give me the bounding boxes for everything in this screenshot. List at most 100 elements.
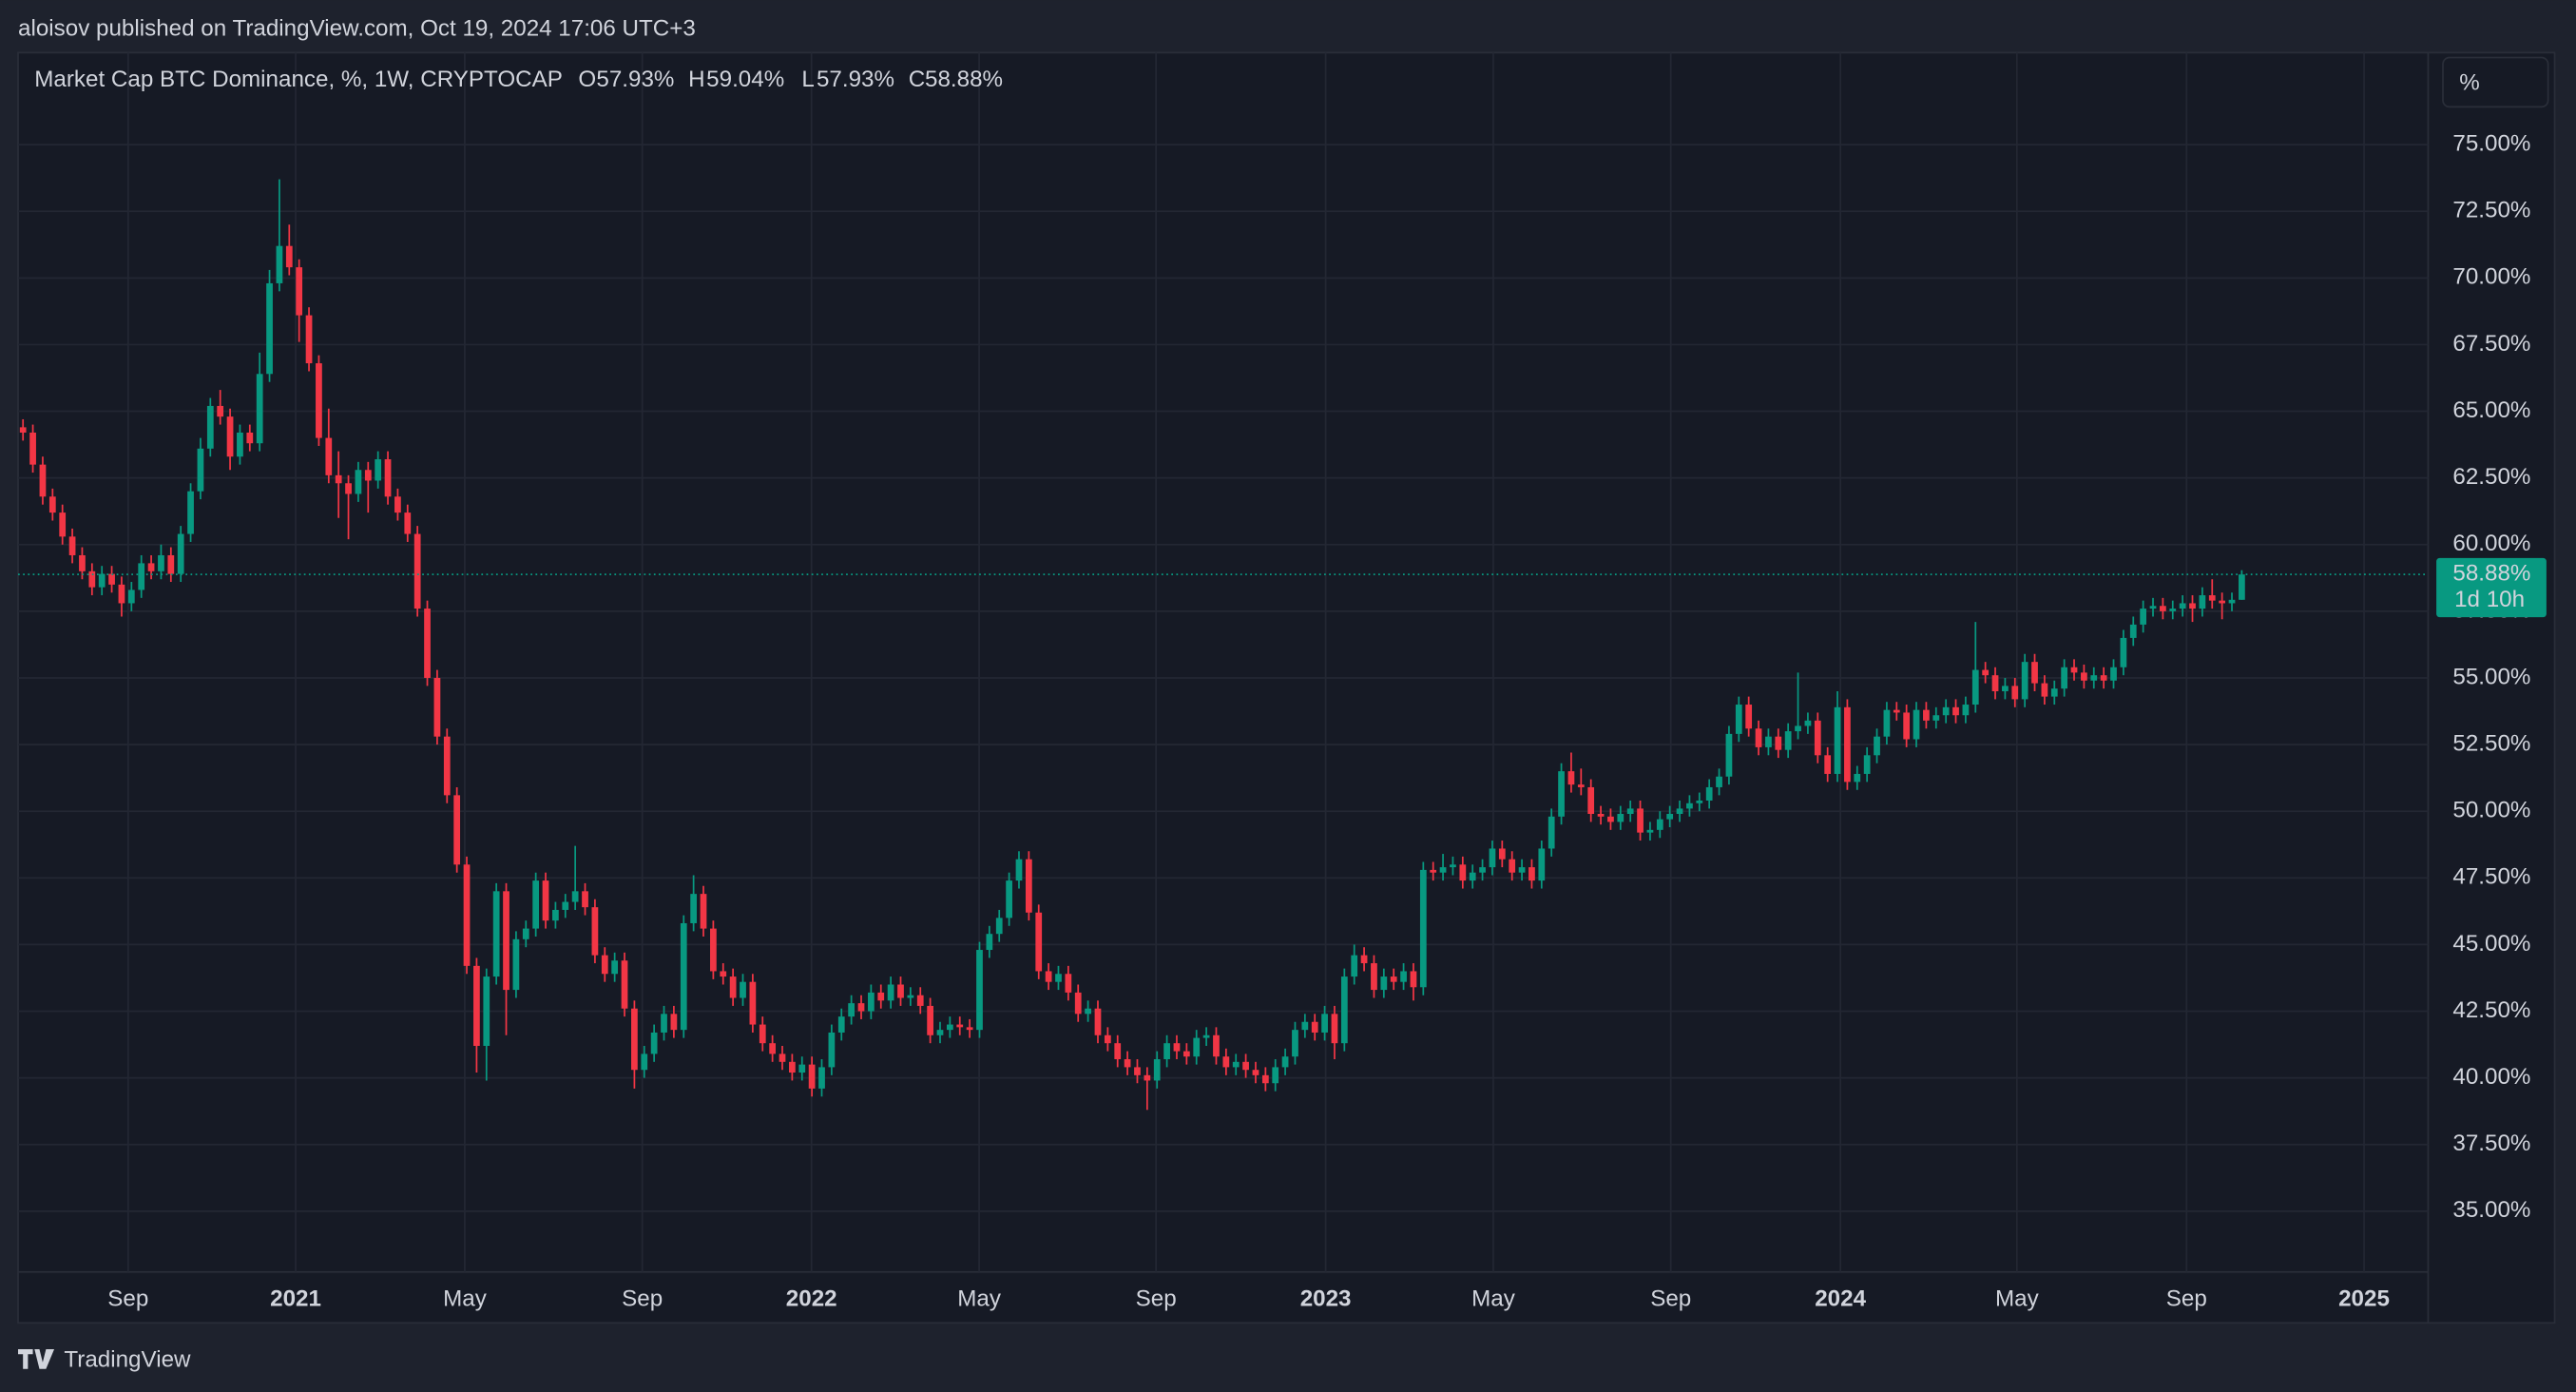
y-tick-label: 60.00% bbox=[2452, 531, 2530, 556]
candle-body bbox=[1163, 1043, 1170, 1060]
candle-body bbox=[158, 554, 164, 571]
footer-logo-text: TradingView bbox=[64, 1346, 191, 1372]
candle-body bbox=[1942, 706, 1950, 716]
candle-body bbox=[1331, 1014, 1338, 1044]
candle-body bbox=[759, 1024, 766, 1044]
candle-body bbox=[1656, 819, 1663, 830]
candle-body bbox=[1292, 1030, 1298, 1057]
unit-button-label[interactable]: % bbox=[2459, 70, 2480, 96]
candle-body bbox=[1903, 712, 1911, 740]
candle-body bbox=[1430, 869, 1437, 873]
candle-body bbox=[1814, 720, 1821, 756]
candle-body bbox=[167, 554, 175, 574]
candle-body bbox=[1479, 867, 1486, 873]
candle-body bbox=[1883, 709, 1891, 737]
candle-body bbox=[1538, 848, 1546, 881]
candle-body bbox=[798, 1064, 806, 1073]
candle-body bbox=[1321, 1014, 1328, 1033]
candle-body bbox=[1193, 1037, 1201, 1057]
y-tick-label: 35.00% bbox=[2452, 1197, 2530, 1223]
candle-body bbox=[1745, 705, 1753, 729]
candle-body bbox=[532, 880, 540, 929]
candle-body bbox=[1824, 755, 1832, 774]
candle-body bbox=[345, 483, 352, 494]
y-tick-label: 45.00% bbox=[2452, 931, 2530, 957]
candle-body bbox=[2021, 662, 2028, 700]
candle-body bbox=[1863, 755, 1871, 774]
candle-body bbox=[1085, 1008, 1091, 1015]
candle-body bbox=[355, 470, 362, 494]
candle-body bbox=[2160, 606, 2166, 611]
candle-body bbox=[2149, 606, 2157, 609]
legend-value: 57.93% bbox=[596, 67, 674, 92]
candle-body bbox=[296, 267, 303, 316]
candle-body bbox=[1991, 675, 1999, 692]
y-tick-label: 52.50% bbox=[2452, 730, 2530, 756]
candle-body bbox=[552, 909, 559, 921]
candle-body bbox=[1104, 1034, 1111, 1044]
candle-body bbox=[1498, 848, 1506, 860]
candle-body bbox=[946, 1024, 953, 1031]
candle-body bbox=[966, 1027, 973, 1031]
x-tick-label: May bbox=[443, 1286, 488, 1312]
candle-body bbox=[1666, 814, 1674, 820]
candle-body bbox=[256, 374, 263, 444]
candle-body bbox=[1489, 848, 1496, 868]
legend-value: 59.04% bbox=[706, 67, 784, 92]
candle-body bbox=[1735, 705, 1742, 734]
candle-body bbox=[2228, 599, 2236, 604]
candle-body bbox=[1765, 736, 1772, 747]
candle-body bbox=[1607, 816, 1614, 822]
candle-body bbox=[1558, 771, 1565, 817]
candle-body bbox=[2140, 609, 2147, 625]
candle-body bbox=[995, 918, 1003, 935]
candle-body bbox=[1351, 955, 1358, 977]
candle-body bbox=[976, 950, 983, 1031]
candle-body bbox=[1577, 784, 1585, 787]
candle-body bbox=[690, 894, 698, 923]
candle-body bbox=[39, 464, 47, 497]
candle-body bbox=[2189, 603, 2196, 609]
candle-body bbox=[749, 981, 757, 1025]
candle-body bbox=[877, 992, 885, 1001]
candle-body bbox=[473, 965, 480, 1046]
candle-body bbox=[29, 432, 36, 465]
candle-body bbox=[206, 405, 214, 449]
y-tick-label: 50.00% bbox=[2452, 798, 2530, 823]
candle-body bbox=[2002, 686, 2009, 692]
candle-body bbox=[611, 960, 619, 975]
candle-body bbox=[1528, 867, 1535, 881]
candle-body bbox=[1913, 709, 1920, 740]
price-label: 58.88% bbox=[2452, 561, 2530, 587]
candle-body bbox=[1548, 816, 1555, 849]
x-tick-label: Sep bbox=[1136, 1286, 1177, 1312]
candle-body bbox=[325, 437, 333, 475]
candle-body bbox=[1626, 808, 1634, 815]
unit-button[interactable] bbox=[2442, 56, 2549, 108]
candle-body bbox=[1242, 1061, 1249, 1071]
candle-body bbox=[848, 1003, 855, 1017]
y-tick-label: 37.50% bbox=[2452, 1131, 2530, 1156]
candle-body bbox=[680, 922, 687, 1031]
candle-body bbox=[956, 1024, 964, 1028]
y-tick-label: 67.50% bbox=[2452, 331, 2530, 357]
candle-body bbox=[226, 416, 234, 457]
candle-body bbox=[1390, 976, 1397, 982]
candle-body bbox=[916, 995, 924, 1006]
ohlc-legend: O 57.93% H 59.04% L 57.93% C 58.88% bbox=[578, 67, 1003, 92]
candle-body bbox=[118, 584, 125, 604]
legend-key: H bbox=[688, 67, 704, 92]
candle-body bbox=[1340, 976, 1348, 1044]
y-tick-label: 47.50% bbox=[2452, 864, 2530, 890]
candle-body bbox=[2208, 595, 2216, 601]
candle-body bbox=[1272, 1067, 1279, 1084]
candle-body bbox=[1015, 859, 1023, 881]
y-tick-label: 75.00% bbox=[2452, 131, 2530, 157]
candle-body bbox=[661, 1014, 667, 1033]
y-tick-label: 72.50% bbox=[2452, 198, 2530, 223]
candle-body bbox=[246, 432, 254, 444]
candle-body bbox=[2169, 609, 2177, 611]
candle-body bbox=[266, 282, 273, 375]
candle-body bbox=[1124, 1059, 1131, 1068]
